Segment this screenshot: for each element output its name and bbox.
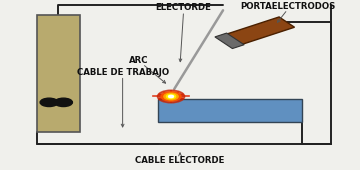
Polygon shape [223,17,294,46]
Text: CABLE ELECTORDE: CABLE ELECTORDE [135,156,225,165]
Circle shape [54,98,72,107]
Circle shape [161,92,181,101]
Circle shape [166,94,176,99]
Circle shape [40,98,58,107]
Polygon shape [215,33,244,49]
Bar [37,15,80,132]
Text: ARC: ARC [129,56,149,65]
Circle shape [164,93,178,100]
Text: ELECTORDE: ELECTORDE [156,3,212,12]
Text: PORTAELECTRODOS: PORTAELECTRODOS [240,2,335,11]
Circle shape [168,95,174,98]
Text: CABLE DE TRABAJO: CABLE DE TRABAJO [77,68,169,77]
Circle shape [157,90,185,103]
Bar [158,99,302,122]
